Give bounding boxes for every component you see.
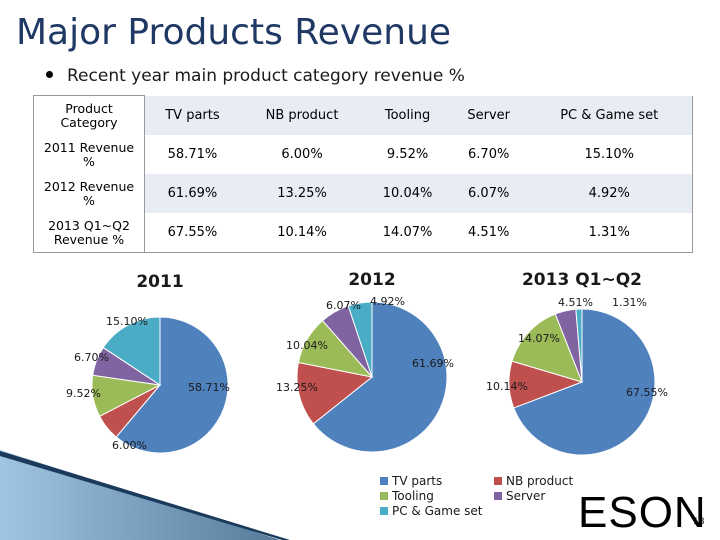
- row-label: 2011 Revenue %: [33, 135, 145, 174]
- pie-slice-tv-parts: [513, 308, 656, 456]
- bullet-point: Recent year main product category revenu…: [46, 66, 465, 86]
- pie-data-label: 15.10%: [106, 315, 148, 328]
- table-cell: 10.14%: [239, 213, 365, 253]
- table-cell: 58.71%: [167, 147, 218, 162]
- pie-data-label: 1.31%: [612, 296, 647, 309]
- pie-data-label: 67.55%: [626, 386, 668, 399]
- slide-title: Major Products Revenue: [16, 12, 452, 53]
- legend-swatch: [380, 507, 388, 515]
- pie-slice-tv-parts: [312, 301, 448, 453]
- pie-data-label: 10.14%: [486, 380, 528, 393]
- pie-slice-nb-product: [296, 361, 374, 425]
- column-header: TV parts: [144, 95, 240, 135]
- legend-swatch: [380, 477, 388, 485]
- column-header: Server: [450, 95, 527, 135]
- pie-chart-title: 2013 Q1~Q2: [522, 270, 642, 290]
- pie-data-label: 58.71%: [188, 381, 230, 394]
- table-cell: 15.10%: [526, 135, 694, 174]
- decorative-swoosh-line: [0, 451, 290, 540]
- pie-data-label: 4.51%: [558, 296, 593, 309]
- pie-chart-title: 2011: [136, 272, 183, 292]
- table-cell: 9.52%: [386, 147, 429, 162]
- bullet-dot-icon: [46, 70, 53, 78]
- pie-data-label: 6.00%: [112, 439, 147, 452]
- legend-swatch: [380, 492, 388, 500]
- pie-slice-pc-game-set: [347, 301, 373, 378]
- legend-label: PC & Game set: [392, 504, 483, 518]
- table-row: 2011 Revenue % 58.71% 6.00% 9.52% 6.70% …: [33, 135, 694, 174]
- revenue-table: Product Category TV parts NB product Too…: [33, 95, 694, 253]
- pie-charts-svg: 58.71% 6.00% 9.52% 6.70% 15.10% 2011 61.69% 13.…: [0, 270, 668, 540]
- table-cell: 14.07%: [364, 213, 451, 253]
- pie-data-label: 10.04%: [286, 339, 328, 352]
- pie-slice-tooling: [511, 313, 583, 383]
- table-cell: 13.25%: [239, 174, 365, 213]
- table-cell: 4.92%: [526, 174, 694, 213]
- table-row: 2013 Q1~Q2 Revenue % 67.55% 10.14% 14.07…: [33, 213, 694, 253]
- legend-label: Server: [506, 489, 545, 503]
- pie-data-label: 6.07%: [326, 299, 361, 312]
- table-cell: 61.69%: [144, 174, 240, 213]
- pie-slice-pc-game-set: [575, 308, 583, 383]
- table-cell: 10.04%: [364, 174, 451, 213]
- legend-label: TV parts: [391, 474, 442, 488]
- column-header: Tooling: [364, 95, 451, 135]
- corner-header-cell: Product Category: [33, 95, 145, 135]
- legend-label: Tooling: [391, 489, 434, 503]
- table-cell: 6.70%: [468, 147, 510, 162]
- pie-chart-title: 2012: [348, 270, 395, 290]
- table-header-row: Product Category TV parts NB product Too…: [33, 95, 694, 135]
- bullet-text: Recent year main product category revenu…: [67, 66, 465, 86]
- column-header: NB product: [239, 95, 365, 135]
- table-cell: 4.51%: [450, 213, 527, 253]
- table-cell: 1.31%: [526, 213, 694, 253]
- pie-data-label: 14.07%: [518, 332, 560, 345]
- table-cell: 6.07%: [450, 174, 527, 213]
- pie-slice-pc-game-set: [102, 316, 161, 386]
- pie-data-label: 6.70%: [74, 351, 109, 364]
- table-cell: 67.55%: [144, 213, 240, 253]
- legend-label: NB product: [506, 474, 573, 488]
- table-row: 2012 Revenue % 61.69% 13.25% 10.04% 6.07…: [33, 174, 694, 213]
- row-label: 2012 Revenue %: [33, 174, 145, 213]
- table-cell: 6.00%: [281, 147, 323, 162]
- pie-data-label: 13.25%: [276, 381, 318, 394]
- column-header: PC & Game set: [526, 95, 694, 135]
- company-logo-text: ESON: [578, 488, 707, 537]
- pie-data-label: 4.92%: [370, 295, 405, 308]
- pie-charts-area: 58.71% 6.00% 9.52% 6.70% 15.10% 2011 61.69% 13.…: [0, 255, 720, 540]
- legend-swatch: [494, 492, 502, 500]
- pie-slice-tv-parts: [115, 316, 229, 454]
- row-label: 2013 Q1~Q2 Revenue %: [33, 213, 145, 253]
- pie-data-label: 61.69%: [412, 357, 454, 370]
- legend-swatch: [494, 477, 502, 485]
- page-number: 18: [693, 517, 705, 527]
- pie-data-label: 9.52%: [66, 387, 101, 400]
